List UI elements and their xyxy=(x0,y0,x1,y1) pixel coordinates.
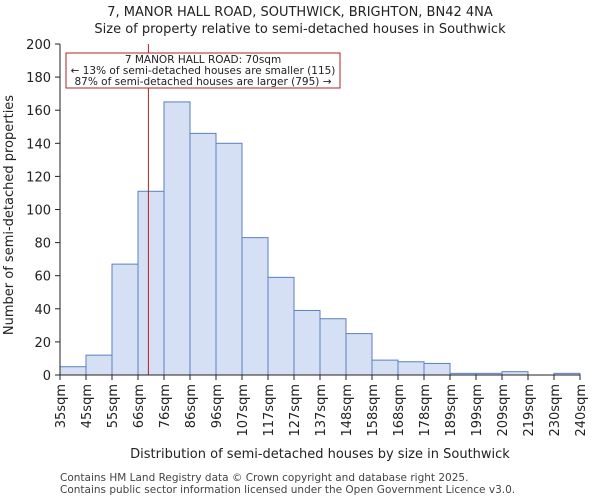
chart-title: 7, MANOR HALL ROAD, SOUTHWICK, BRIGHTON,… xyxy=(107,5,493,20)
x-tick-label: 178sqm xyxy=(418,384,433,437)
x-tick-label: 45sqm xyxy=(80,384,95,428)
y-tick-label: 200 xyxy=(26,38,51,53)
x-ticks: 35sqm 45sqm 55sqm 66sqm 76sqm 86sqm 96sqm 107sq… xyxy=(54,375,589,437)
y-tick-label: 160 xyxy=(26,104,51,119)
y-ticks: 0 20 40 60 80 100 120 140 160 180 200 xyxy=(26,38,60,384)
bar-168sqm xyxy=(397,361,425,376)
bar-137sqm xyxy=(319,318,347,376)
bar-76sqm xyxy=(163,101,191,376)
x-tick-label: 137sqm xyxy=(314,384,329,437)
x-tick-label: 158sqm xyxy=(366,384,381,437)
annotation-box xyxy=(65,52,341,89)
annotation-line-3: 87% of semi-detached houses are larger (… xyxy=(75,76,332,88)
y-tick-label: 0 xyxy=(43,369,51,384)
x-tick-label: 148sqm xyxy=(340,384,355,437)
x-tick-label: 66sqm xyxy=(132,384,147,428)
y-tick-label: 140 xyxy=(26,137,51,152)
y-tick-label: 180 xyxy=(26,71,51,86)
bar-117sqm xyxy=(267,276,295,376)
annotation-line-1: 7 MANOR HALL ROAD: 70sqm xyxy=(125,54,281,66)
x-tick-label: 199sqm xyxy=(470,384,485,437)
x-tick-label: 107sqm xyxy=(236,384,251,437)
footer-line-2: Contains public sector information licen… xyxy=(60,484,516,496)
bar-96sqm xyxy=(215,142,243,376)
y-tick-label: 40 xyxy=(34,303,51,318)
bar-35sqm xyxy=(59,366,87,376)
y-tick-label: 60 xyxy=(34,270,51,285)
x-axis-label: Distribution of semi-detached houses by … xyxy=(130,447,510,462)
bar-178sqm xyxy=(423,362,451,376)
y-tick-label: 20 xyxy=(34,336,51,351)
x-tick-label: 209sqm xyxy=(496,384,511,437)
x-tick-label: 117sqm xyxy=(262,384,277,437)
footer-line-1: Contains HM Land Registry data © Crown c… xyxy=(60,472,469,484)
annotation-line-2: ← 13% of semi-detached houses are smalle… xyxy=(71,65,336,77)
bar-127sqm xyxy=(293,309,321,376)
bar-55sqm xyxy=(111,263,139,376)
bar-107sqm xyxy=(241,237,269,376)
x-tick-label: 240sqm xyxy=(574,384,589,437)
y-tick-label: 100 xyxy=(26,204,51,219)
chart-subtitle: Size of property relative to semi-detach… xyxy=(94,22,506,37)
y-axis-label: Number of semi-detached properties xyxy=(2,95,17,335)
x-tick-label: 219sqm xyxy=(522,384,537,437)
x-tick-label: 86sqm xyxy=(184,384,199,428)
x-tick-label: 76sqm xyxy=(158,384,173,428)
x-tick-label: 230sqm xyxy=(548,384,563,437)
bar-148sqm xyxy=(345,333,373,376)
bar-66sqm xyxy=(137,190,165,376)
bar-86sqm xyxy=(189,132,217,376)
bars-group xyxy=(59,101,581,376)
x-tick-label: 127sqm xyxy=(288,384,303,437)
bar-158sqm xyxy=(371,359,399,376)
x-tick-label: 189sqm xyxy=(444,384,459,437)
bar-45sqm xyxy=(85,354,113,376)
x-tick-label: 55sqm xyxy=(106,384,121,428)
x-tick-label: 168sqm xyxy=(392,384,407,437)
y-tick-label: 80 xyxy=(34,237,51,252)
x-tick-label: 96sqm xyxy=(210,384,225,428)
y-tick-label: 120 xyxy=(26,170,51,185)
x-tick-label: 35sqm xyxy=(54,384,69,428)
